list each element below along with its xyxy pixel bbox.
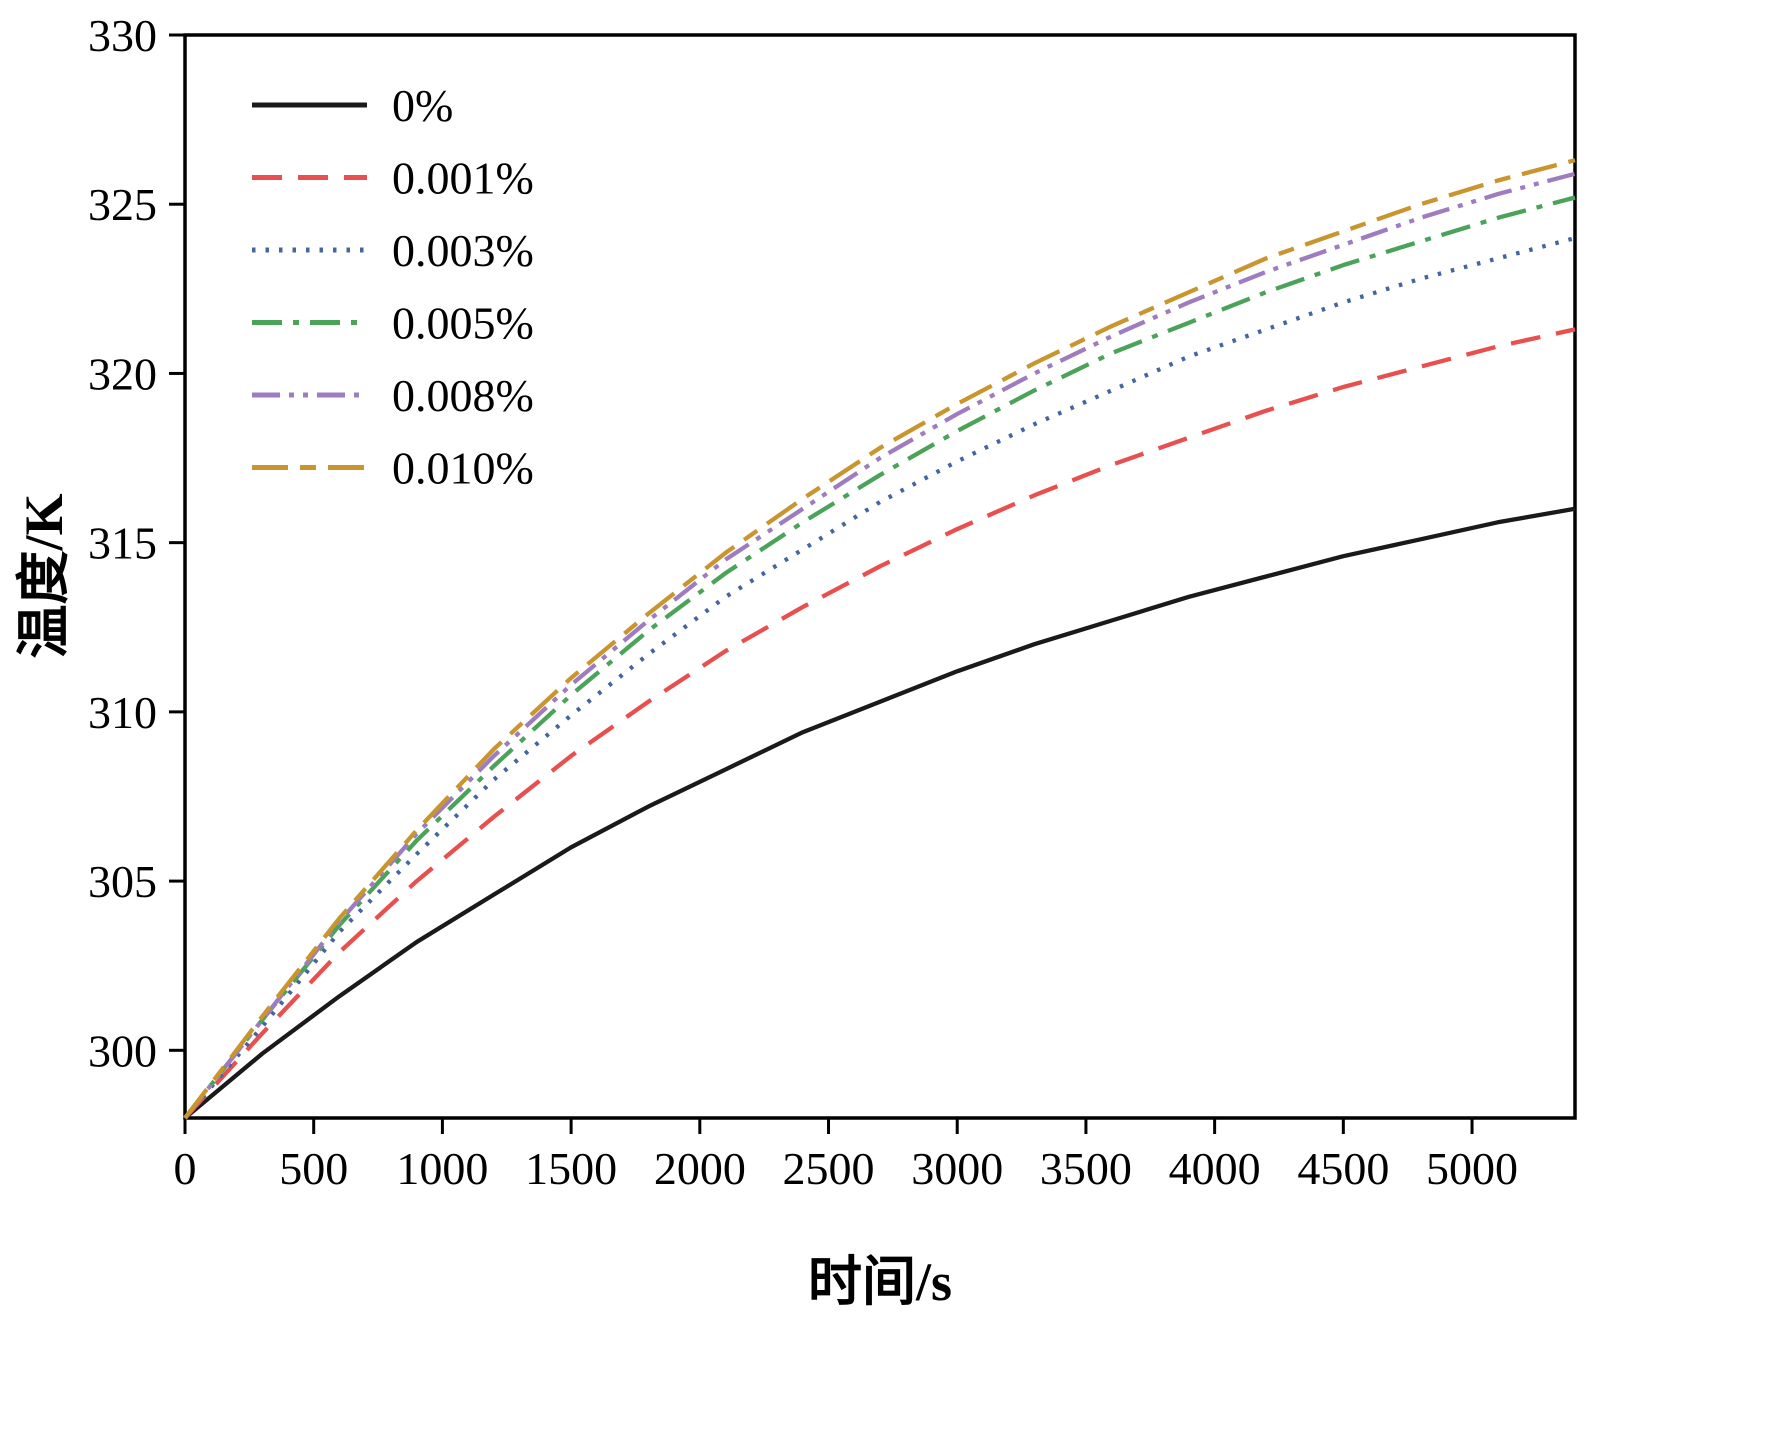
plot-frame [183, 33, 1577, 1120]
x-tick-label: 0 [174, 1143, 197, 1194]
y-tick-label: 315 [88, 518, 157, 569]
x-tick-label: 3000 [911, 1143, 1003, 1194]
x-tick-label: 1000 [396, 1143, 488, 1194]
legend-item-0.005%: 0.005% [252, 298, 534, 349]
legend-label: 0% [392, 80, 453, 131]
legend-label: 0.010% [392, 443, 534, 494]
y-axis-title: 温度/K [14, 493, 74, 658]
legend-label: 0.003% [392, 225, 534, 276]
y-axis-tick-labels: 300 305 310 315 320 325 330 [88, 10, 157, 1076]
y-tick-label: 325 [88, 179, 157, 230]
x-axis-tick-labels: 0 500 1000 1500 2000 2500 3000 3500 4000 4500 5000 [174, 1143, 1519, 1194]
x-tick-label: 2500 [783, 1143, 875, 1194]
series-line-0.008% [183, 171, 1576, 1120]
legend: 0% 0.001% 0.003% 0.005% 0.008% 0.010% [252, 80, 534, 494]
x-tick-label: 3500 [1040, 1143, 1132, 1194]
legend-item-0%: 0% [252, 80, 453, 131]
x-axis-ticks [183, 1118, 1474, 1134]
series-line-0.010% [183, 158, 1576, 1120]
legend-item-0.003%: 0.003% [252, 225, 534, 276]
series-line-0.001% [183, 327, 1576, 1120]
x-tick-label: 500 [279, 1143, 348, 1194]
series-line-0.003% [183, 236, 1576, 1120]
legend-item-0.001%: 0.001% [252, 153, 534, 204]
x-tick-label: 5000 [1426, 1143, 1518, 1194]
series-lines [183, 158, 1576, 1120]
x-tick-label: 1500 [525, 1143, 617, 1194]
legend-item-0.008%: 0.008% [252, 370, 534, 421]
y-axis-ticks [169, 33, 185, 1052]
y-tick-label: 300 [88, 1025, 157, 1076]
y-tick-label: 330 [88, 10, 157, 61]
x-axis-title: 时间/s [808, 1252, 952, 1312]
series-line-0.005% [183, 195, 1576, 1120]
y-tick-label: 310 [88, 687, 157, 738]
legend-label: 0.005% [392, 298, 534, 349]
x-tick-label: 2000 [654, 1143, 746, 1194]
legend-label: 0.008% [392, 370, 534, 421]
legend-item-0.010%: 0.010% [252, 443, 534, 494]
series-line-0% [183, 506, 1576, 1120]
y-tick-label: 305 [88, 856, 157, 907]
x-tick-label: 4500 [1297, 1143, 1389, 1194]
y-tick-label: 320 [88, 348, 157, 399]
legend-label: 0.001% [392, 153, 534, 204]
x-tick-label: 4000 [1169, 1143, 1261, 1194]
